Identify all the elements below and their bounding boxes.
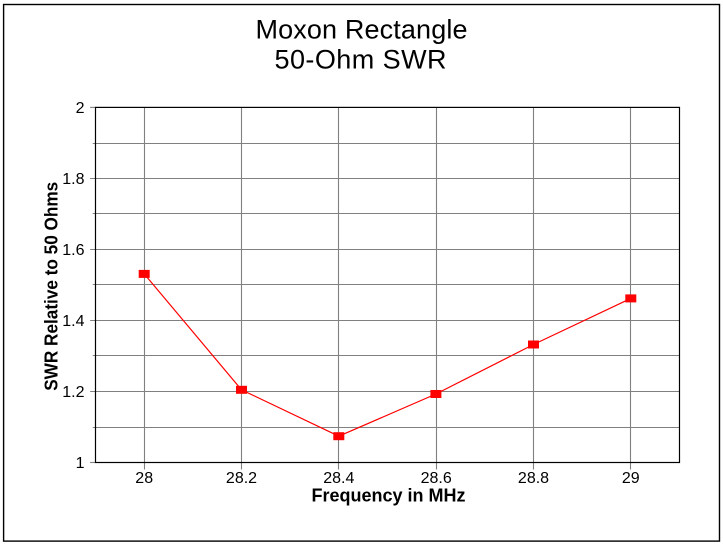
svg-text:1.2: 1.2: [62, 384, 84, 401]
svg-text:28.2: 28.2: [226, 470, 257, 487]
svg-text:28.6: 28.6: [421, 470, 452, 487]
svg-text:29: 29: [622, 470, 640, 487]
svg-text:28.8: 28.8: [518, 470, 549, 487]
svg-text:Frequency in MHz: Frequency in MHz: [311, 486, 465, 506]
svg-text:50-Ohm SWR: 50-Ohm SWR: [275, 45, 447, 75]
svg-text:28: 28: [135, 470, 153, 487]
svg-text:1.8: 1.8: [62, 171, 84, 188]
svg-text:2: 2: [76, 100, 85, 117]
svg-text:Moxon Rectangle: Moxon Rectangle: [256, 15, 468, 45]
svg-text:1.4: 1.4: [62, 313, 84, 330]
svg-text:28.4: 28.4: [323, 470, 354, 487]
svg-text:1: 1: [76, 455, 85, 472]
svg-text:SWR Relative to 50 Ohms: SWR Relative to 50 Ohms: [41, 182, 61, 391]
svg-text:1.6: 1.6: [62, 242, 84, 259]
